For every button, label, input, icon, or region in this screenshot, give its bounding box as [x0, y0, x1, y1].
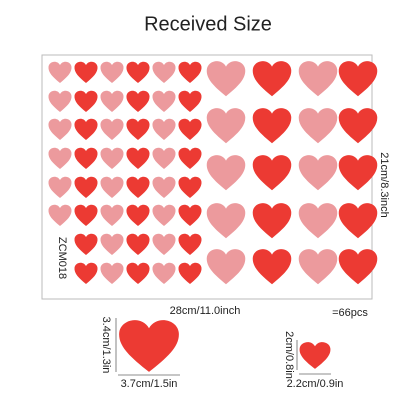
heart — [48, 176, 72, 198]
heart — [126, 204, 150, 226]
heart — [100, 204, 124, 226]
heart — [126, 233, 150, 255]
heart — [178, 118, 202, 140]
heart — [74, 176, 98, 198]
heart — [152, 61, 176, 83]
sheet-code: ZCM018 — [56, 237, 68, 279]
heart — [48, 61, 72, 83]
heart — [338, 249, 378, 285]
heart — [126, 90, 150, 112]
heart — [338, 155, 378, 191]
small-heart-width: 2.2cm/0.9in — [287, 378, 344, 390]
heart — [252, 61, 292, 97]
heart — [152, 147, 176, 169]
sheet-count: =66pcs — [332, 307, 368, 319]
heart — [48, 118, 72, 140]
title: Received Size — [144, 13, 272, 35]
heart — [298, 155, 338, 191]
heart — [206, 108, 246, 144]
heart — [298, 61, 338, 97]
heart — [206, 203, 246, 239]
sheet-height: 21cm/8.3inch — [378, 152, 390, 217]
heart — [206, 249, 246, 285]
heart — [48, 90, 72, 112]
heart — [74, 90, 98, 112]
heart — [100, 147, 124, 169]
heart — [74, 204, 98, 226]
heart — [178, 61, 202, 83]
heart — [152, 233, 176, 255]
heart — [298, 108, 338, 144]
heart — [252, 249, 292, 285]
heart — [338, 108, 378, 144]
heart — [100, 233, 124, 255]
heart — [74, 61, 98, 83]
heart — [178, 147, 202, 169]
heart — [206, 61, 246, 97]
heart — [178, 233, 202, 255]
heart — [298, 203, 338, 239]
heart — [126, 176, 150, 198]
heart — [152, 118, 176, 140]
heart — [152, 262, 176, 284]
heart — [252, 108, 292, 144]
heart — [178, 90, 202, 112]
heart — [252, 203, 292, 239]
heart — [74, 147, 98, 169]
heart — [100, 118, 124, 140]
heart — [48, 147, 72, 169]
large-heart-height: 3.4cm/1.3in — [100, 317, 112, 374]
heart — [100, 262, 124, 284]
heart — [338, 203, 378, 239]
hearts — [48, 61, 378, 285]
heart — [299, 342, 331, 369]
heart — [74, 118, 98, 140]
heart — [152, 90, 176, 112]
heart — [126, 262, 150, 284]
large-heart-width: 3.7cm/1.5in — [121, 378, 178, 390]
small-heart-height: 2cm/0.8in — [283, 331, 295, 379]
heart — [100, 90, 124, 112]
heart — [152, 204, 176, 226]
heart — [100, 176, 124, 198]
heart — [206, 155, 246, 191]
sheet-width: 28cm/11.0inch — [170, 305, 241, 317]
heart — [178, 176, 202, 198]
heart — [100, 61, 124, 83]
heart — [338, 61, 378, 97]
heart — [74, 233, 98, 255]
heart — [252, 155, 292, 191]
heart — [178, 262, 202, 284]
heart — [298, 249, 338, 285]
heart — [178, 204, 202, 226]
heart — [48, 204, 72, 226]
heart — [126, 61, 150, 83]
heart — [152, 176, 176, 198]
heart — [126, 118, 150, 140]
heart — [119, 320, 179, 372]
heart — [126, 147, 150, 169]
heart — [74, 262, 98, 284]
